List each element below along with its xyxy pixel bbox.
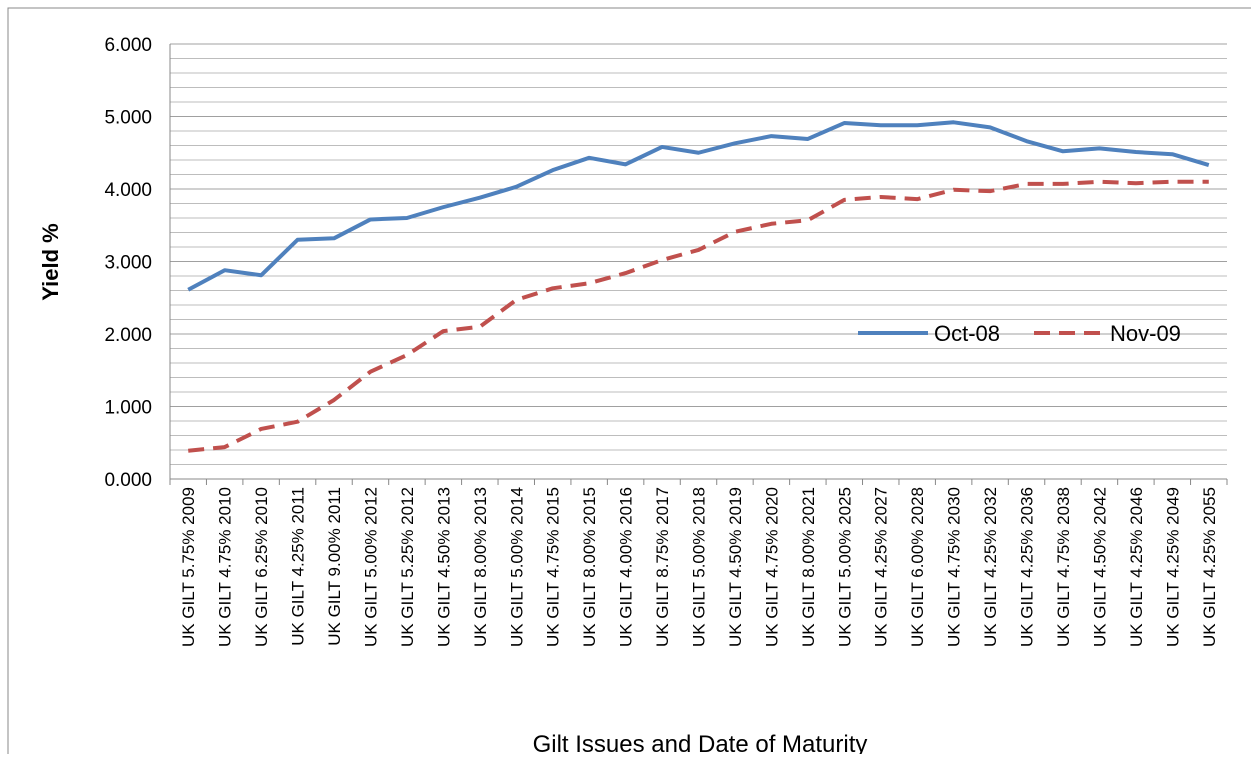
x-tick-label: UK GILT 4.50% 2042 (1090, 487, 1109, 647)
x-tick-label: UK GILT 4.75% 2010 (216, 487, 235, 647)
chart-frame (7, 7, 1251, 759)
y-axis-title: Yield % (38, 223, 63, 300)
x-tick-label: UK GILT 4.25% 2055 (1200, 487, 1219, 647)
x-tick-label: UK GILT 4.75% 2020 (762, 487, 781, 647)
x-tick-label: UK GILT 5.75% 2009 (179, 487, 198, 647)
series-line (187, 120, 1210, 292)
x-tick-label: UK GILT 4.75% 2030 (945, 487, 964, 647)
x-tick-label: UK GILT 4.25% 2036 (1018, 487, 1037, 647)
x-tick-label: UK GILT 8.00% 2013 (471, 487, 490, 647)
x-tick-label: UK GILT 5.00% 2012 (361, 487, 380, 647)
x-tick-label: UK GILT 4.25% 2011 (289, 487, 308, 646)
x-tick-label: UK GILT 5.00% 2014 (507, 487, 526, 647)
x-tick-label: UK GILT 4.50% 2019 (726, 487, 745, 647)
y-tick-label: 5.000 (104, 108, 152, 129)
y-tick-label: 2.000 (104, 325, 152, 346)
x-tick-label: UK GILT 5.25% 2012 (398, 487, 417, 647)
y-tick-label: 4.000 (104, 180, 152, 201)
x-axis-title: Gilt Issues and Date of Maturity (533, 731, 868, 754)
y-tick-label: 0.000 (104, 470, 152, 491)
y-tick-label: 6.000 (104, 35, 152, 56)
x-tick-label: UK GILT 4.25% 2032 (981, 487, 1000, 647)
x-tick-label: UK GILT 5.00% 2018 (690, 487, 709, 647)
legend-label: Nov-09 (1110, 321, 1181, 346)
x-tick-label: UK GILT 5.00% 2025 (835, 487, 854, 647)
x-tick-label: UK GILT 4.25% 2046 (1127, 487, 1146, 647)
x-tick-label: UK GILT 4.00% 2016 (617, 487, 636, 647)
series-line (188, 179, 1209, 453)
x-tick-label: UK GILT 4.75% 2015 (544, 487, 563, 647)
x-tick-label: UK GILT 4.75% 2038 (1054, 487, 1073, 647)
x-tick-label: UK GILT 4.25% 2049 (1163, 487, 1182, 647)
x-tick-label: UK GILT 8.00% 2015 (580, 487, 599, 647)
y-tick-label: 3.000 (104, 253, 152, 274)
x-tick-label: UK GILT 8.00% 2021 (799, 487, 818, 647)
x-tick-label: UK GILT 9.00% 2011 (325, 487, 344, 646)
y-tick-label: 1.000 (104, 398, 152, 419)
x-tick-label: UK GILT 8.75% 2017 (653, 487, 672, 647)
x-tick-label: UK GILT 4.50% 2013 (434, 487, 453, 647)
legend-label: Oct-08 (934, 321, 1000, 346)
x-tick-label: UK GILT 6.25% 2010 (252, 487, 271, 647)
x-tick-label: UK GILT 6.00% 2028 (908, 487, 927, 647)
x-tick-label: UK GILT 4.25% 2027 (872, 487, 891, 647)
